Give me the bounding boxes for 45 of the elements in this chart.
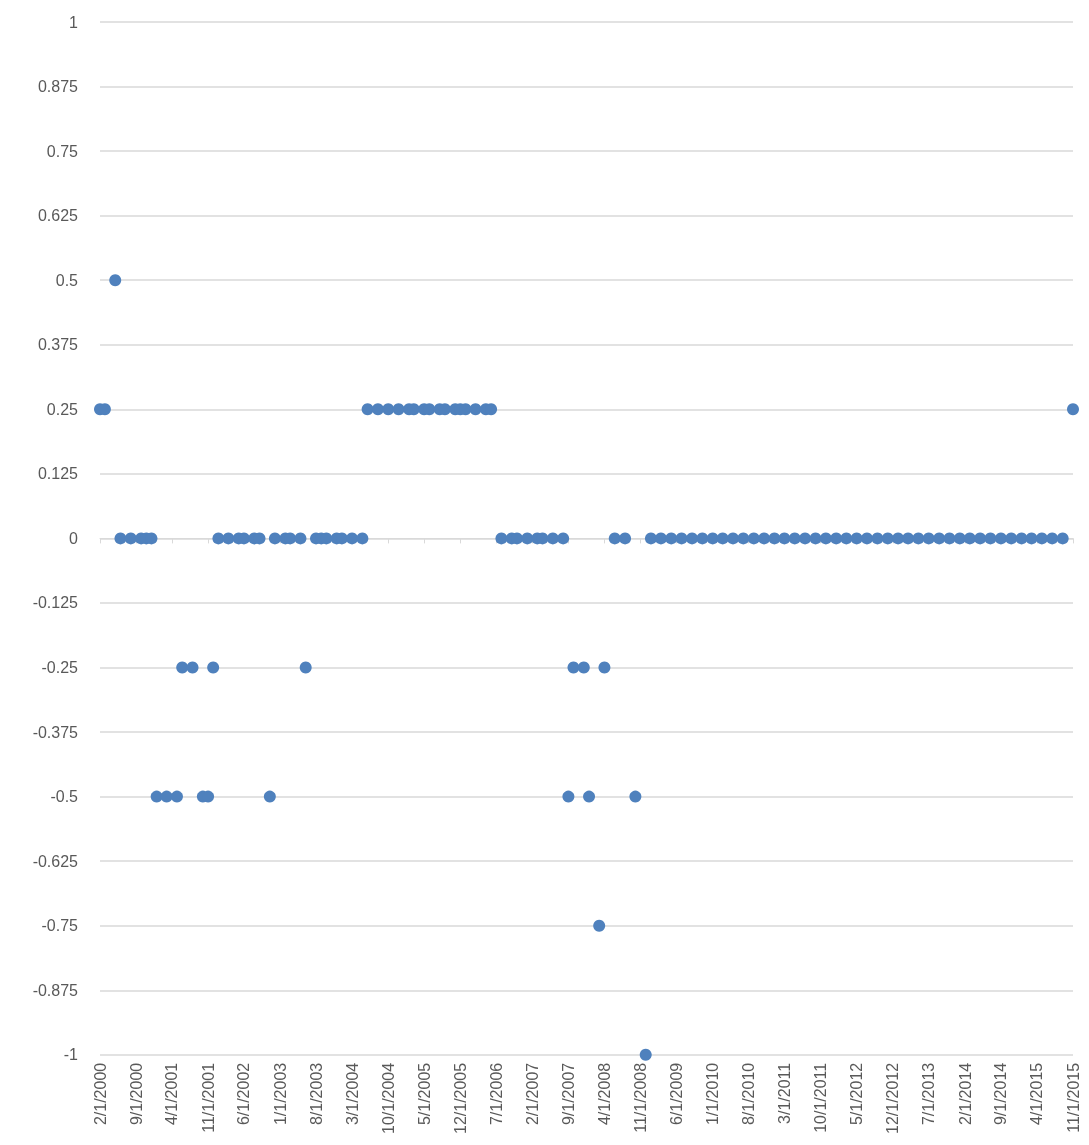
y-tick-label: 0.5 [55, 271, 79, 289]
y-tick-label: 0.625 [37, 207, 79, 225]
y-tick-label: -0.5 [50, 788, 79, 806]
x-tick-label: 10/1/2004 [379, 1062, 397, 1135]
x-tick-label: 1/1/2010 [704, 1062, 722, 1126]
y-tick-label: 0.875 [37, 78, 79, 96]
x-tick-label: 1/1/2003 [271, 1062, 289, 1126]
x-tick-label: 11/1/2015 [1064, 1062, 1082, 1133]
y-tick-label: -1 [63, 1046, 79, 1064]
x-tick-label: 5/1/2012 [848, 1062, 866, 1126]
x-tick-label: 11/1/2001 [199, 1062, 217, 1133]
x-tick-label: 4/1/2015 [1028, 1062, 1046, 1126]
x-tick-label: 6/1/2009 [667, 1062, 685, 1126]
x-tick-label: 3/1/2004 [343, 1062, 361, 1126]
x-tick-label: 8/1/2003 [307, 1062, 325, 1126]
x-tick-label: 3/1/2011 [775, 1062, 793, 1124]
x-tick-label: 2/1/2014 [956, 1062, 974, 1126]
x-tick-label: 5/1/2005 [415, 1062, 433, 1126]
x-tick-label: 4/1/2001 [163, 1062, 181, 1126]
x-tick-label: 2/1/2000 [91, 1062, 109, 1126]
x-tick-label: 10/1/2011 [812, 1062, 830, 1133]
y-tick-label: 0.25 [46, 400, 79, 418]
x-tick-label: 7/1/2013 [920, 1062, 938, 1126]
y-tick-label: 0.75 [46, 142, 79, 160]
y-tick-label: -0.875 [32, 981, 79, 999]
x-tick-label: 11/1/2008 [632, 1062, 650, 1133]
x-tick-label: 9/1/2007 [559, 1062, 577, 1126]
y-tick-label: 0.125 [37, 465, 79, 483]
x-tick-label: 9/1/2000 [127, 1062, 145, 1126]
y-tick-label: -0.125 [32, 594, 79, 612]
x-tick-label: 6/1/2002 [235, 1062, 253, 1126]
y-tick-label: 1 [69, 13, 79, 31]
y-tick-label: 0.375 [37, 336, 79, 354]
y-tick-label: -0.75 [41, 917, 79, 935]
x-tick-label: 4/1/2008 [595, 1062, 613, 1126]
y-tick-label: -0.625 [32, 852, 79, 870]
x-tick-label: 7/1/2006 [487, 1062, 505, 1126]
x-tick-label: 12/1/2012 [884, 1062, 902, 1135]
y-tick-label: -0.25 [41, 659, 79, 677]
x-tick-label: 8/1/2010 [740, 1062, 758, 1126]
y-tick-label: 0 [69, 529, 79, 547]
x-tick-label: 2/1/2007 [524, 1062, 542, 1126]
y-tick-label: -0.375 [32, 723, 79, 741]
x-tick-label: 9/1/2014 [992, 1062, 1010, 1126]
x-tick-label: 12/1/2005 [451, 1062, 469, 1135]
